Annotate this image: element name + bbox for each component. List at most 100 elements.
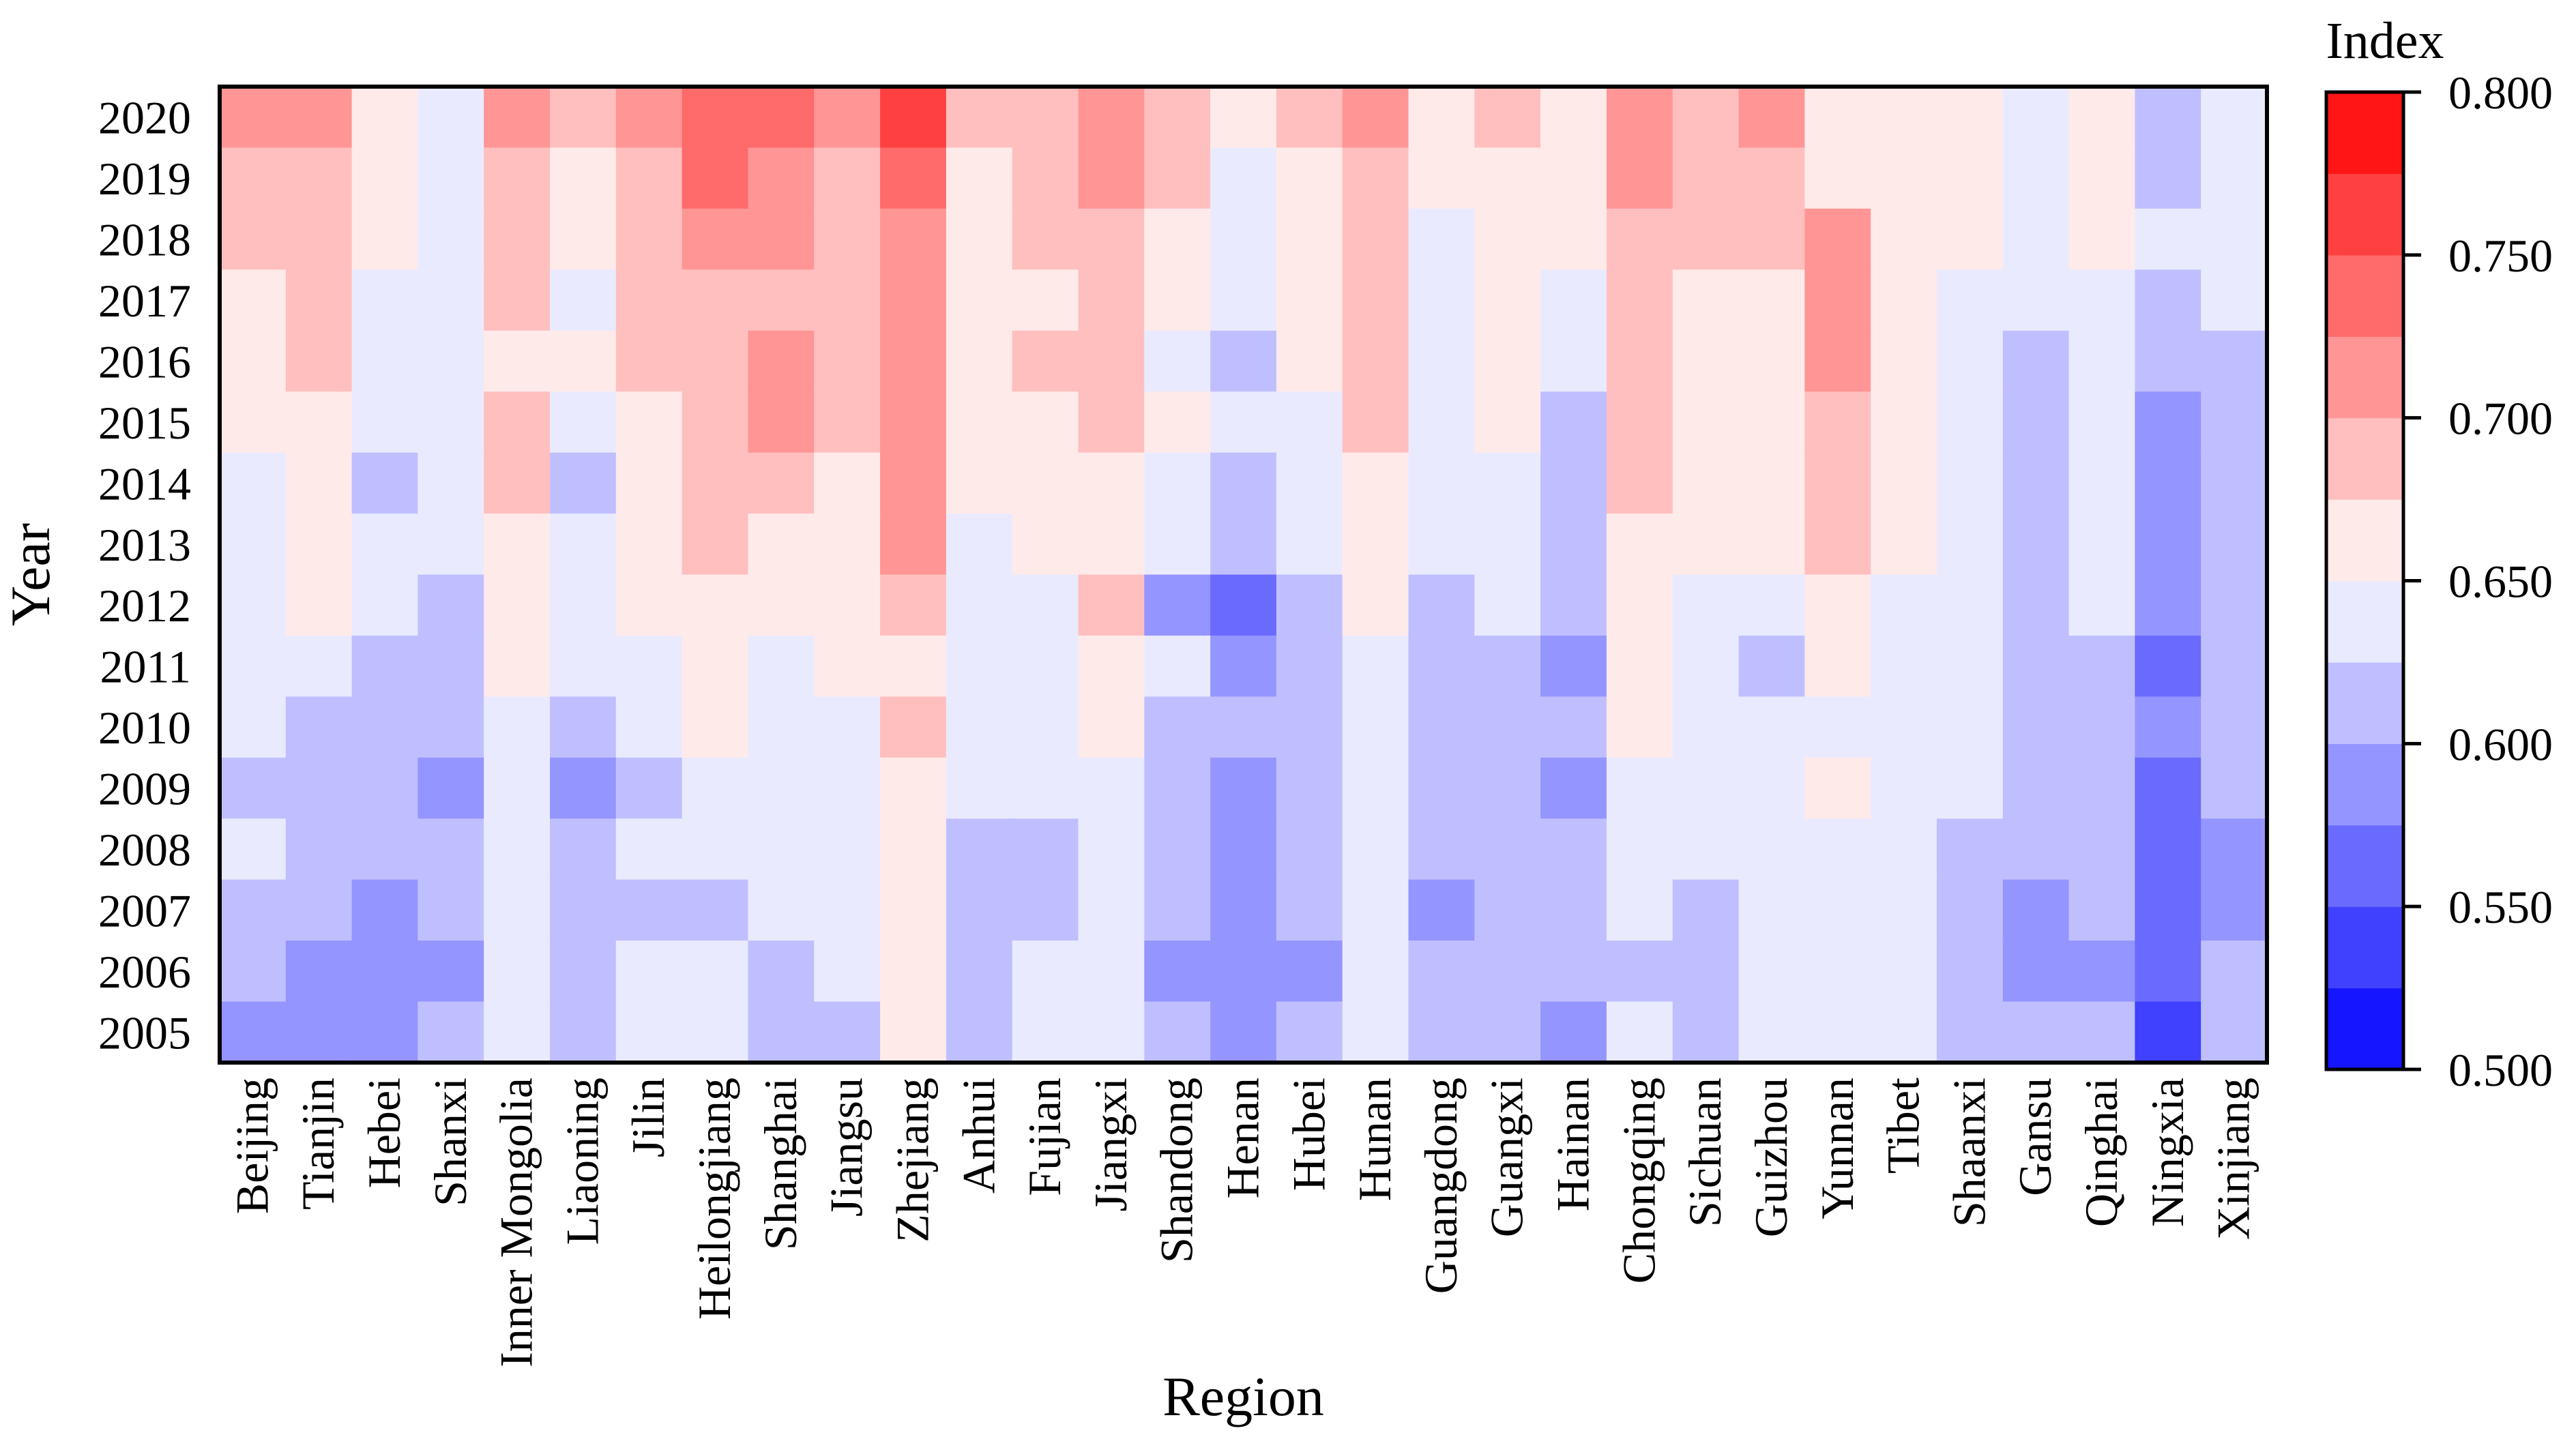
x-tick-label: Xinjiang [2208, 1078, 2259, 1240]
heatmap-cell [682, 87, 749, 149]
heatmap-cell [1276, 514, 1343, 576]
heatmap-cell [2201, 330, 2268, 392]
heatmap-cell [1804, 452, 1871, 514]
heatmap-cell [1210, 452, 1277, 514]
heatmap-cell [1012, 940, 1079, 1003]
y-tick-label: 2020 [98, 92, 191, 144]
x-tick-label: Beijing [226, 1078, 278, 1214]
heatmap-cell [484, 879, 551, 941]
heatmap-cell [1408, 147, 1475, 209]
heatmap-cell [484, 330, 551, 392]
heatmap-cell [1078, 147, 1145, 209]
heatmap-cell [1078, 574, 1145, 636]
heatmap-cell [2002, 208, 2070, 270]
x-tick-label: Heilongjiang [688, 1078, 740, 1320]
heatmap-cell [2135, 1001, 2201, 1063]
heatmap-cell [880, 574, 947, 636]
heatmap-cell [1342, 574, 1409, 636]
heatmap-cell [1078, 879, 1145, 941]
colorbar-band [2326, 743, 2403, 826]
heatmap-cell [1540, 879, 1607, 941]
heatmap-cell [2135, 514, 2201, 576]
heatmap-cell [550, 147, 617, 209]
heatmap-cell [2068, 1001, 2135, 1063]
heatmap-cell [418, 452, 484, 514]
heatmap-cell [1936, 1001, 2004, 1063]
heatmap-cell [1936, 391, 2004, 454]
heatmap-cell [1606, 452, 1673, 514]
heatmap-cell [1144, 514, 1211, 576]
heatmap-cell [1342, 208, 1409, 270]
heatmap-cell [946, 269, 1013, 331]
heatmap-cell [351, 87, 419, 149]
heatmap-cell [1540, 514, 1607, 576]
x-tick-label: Fujian [1019, 1078, 1070, 1196]
heatmap-cell [418, 330, 484, 392]
heatmap-cell [1804, 696, 1871, 758]
heatmap-cell [2002, 514, 2070, 576]
heatmap-cell [1342, 940, 1409, 1003]
heatmap-cell [351, 940, 419, 1003]
heatmap-cell [1276, 635, 1343, 697]
heatmap-cell [2135, 330, 2201, 392]
heatmap-cell [285, 635, 353, 697]
heatmap-cell [550, 1001, 617, 1063]
heatmap-cell [1804, 574, 1871, 636]
heatmap-cell [1672, 818, 1740, 880]
heatmap-cell [1210, 147, 1277, 209]
heatmap-cell [2135, 269, 2201, 331]
heatmap-cell [1276, 940, 1343, 1003]
heatmap-cell [1672, 635, 1740, 697]
heatmap-cell [1738, 879, 1805, 941]
heatmap-cell [1738, 269, 1805, 331]
heatmap-cell [880, 879, 947, 941]
heatmap-cell [1606, 940, 1673, 1003]
heatmap-cell [682, 452, 749, 514]
heatmap-cell [682, 1001, 749, 1063]
heatmap-cell [220, 940, 287, 1003]
heatmap-cell [1804, 635, 1871, 697]
x-tick-label: Tibet [1877, 1078, 1929, 1174]
colorbar-tick-label: 0.500 [2448, 1044, 2553, 1096]
heatmap-cell [814, 87, 881, 149]
heatmap-cell [1474, 87, 1541, 149]
heatmap-cell [418, 757, 484, 819]
colorbar-band [2326, 173, 2403, 256]
heatmap-cell [484, 696, 551, 758]
heatmap-cell [615, 514, 683, 576]
heatmap-cell [1210, 940, 1277, 1003]
heatmap-cell [880, 147, 947, 209]
heatmap-cell [1012, 87, 1079, 149]
heatmap-cell [2002, 1001, 2070, 1063]
heatmap-cell [285, 818, 353, 880]
heatmap-cell [550, 514, 617, 576]
heatmap-cell [1012, 269, 1079, 331]
heatmap-cell [220, 514, 287, 576]
heatmap-cell [946, 391, 1013, 454]
heatmap-cell [285, 1001, 353, 1063]
heatmap-cell [1606, 269, 1673, 331]
heatmap-cell [550, 269, 617, 331]
heatmap-cell [1078, 269, 1145, 331]
heatmap-cell [1474, 574, 1541, 636]
heatmap-cell [550, 391, 617, 454]
heatmap-cell [550, 87, 617, 149]
heatmap-cell [1012, 147, 1079, 209]
heatmap-cell [1540, 940, 1607, 1003]
heatmap-cell [1144, 208, 1211, 270]
heatmap-cell [946, 940, 1013, 1003]
heatmap-cell [1871, 940, 1937, 1003]
heatmap-cell [1474, 391, 1541, 454]
heatmap-cell [285, 330, 353, 392]
heatmap-cell [1936, 452, 2004, 514]
heatmap-cell [946, 696, 1013, 758]
heatmap-cell [1342, 330, 1409, 392]
heatmap-cell [2002, 330, 2070, 392]
colorbar-band [2326, 662, 2403, 744]
x-tick-label: Inner Mongolia [491, 1078, 542, 1367]
heatmap-cell [418, 391, 484, 454]
heatmap-cells [220, 87, 2268, 1063]
heatmap-cell [1342, 269, 1409, 331]
heatmap-cell [814, 269, 881, 331]
